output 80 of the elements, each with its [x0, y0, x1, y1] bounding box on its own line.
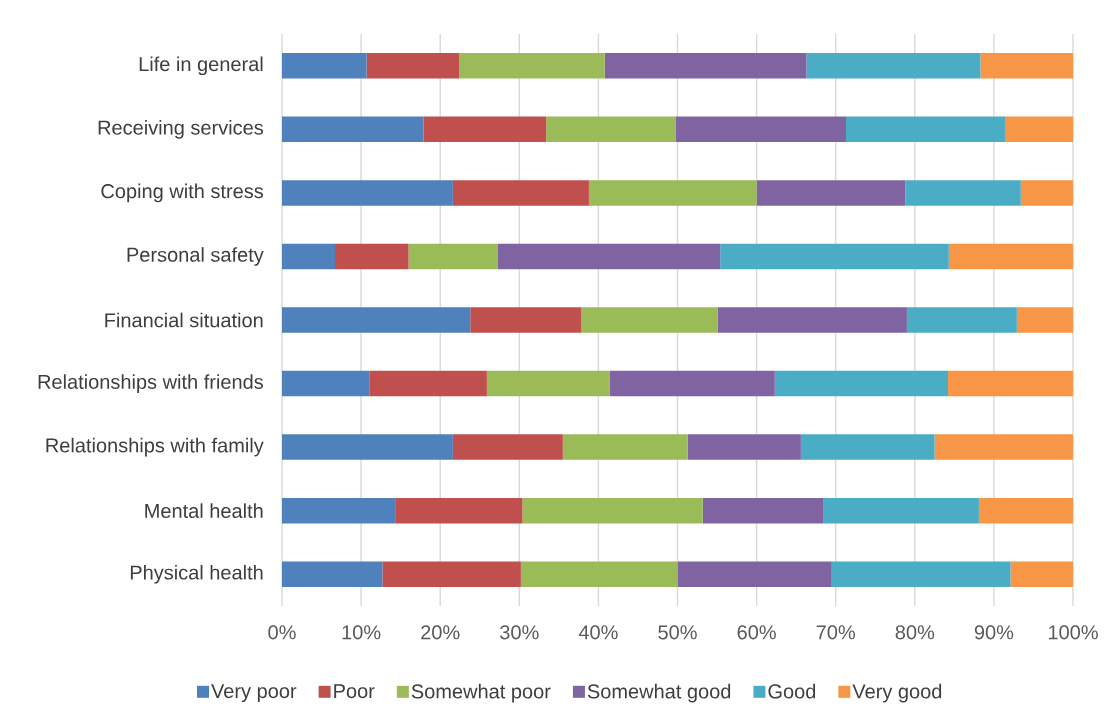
bar	[978, 497, 1074, 524]
y-tick-label: Relationships with family	[46, 437, 264, 457]
bar	[282, 307, 471, 333]
bar	[717, 307, 907, 333]
bar	[1010, 561, 1074, 587]
bar	[1016, 307, 1074, 333]
bar	[497, 243, 721, 270]
bar	[282, 497, 396, 524]
y-tick-label: Life in general	[139, 56, 263, 76]
y-tick-label: Receiving services	[98, 120, 264, 139]
bar	[702, 497, 824, 524]
x-tick-label: 90%	[974, 625, 1014, 640]
x-tick-label: 10%	[342, 625, 381, 640]
bar	[423, 116, 547, 143]
bar	[470, 307, 581, 333]
bar	[459, 53, 605, 79]
x-tick-label: 80%	[895, 625, 935, 640]
bar	[720, 243, 949, 270]
bar	[282, 561, 383, 587]
bar	[934, 434, 1074, 460]
y-tick-label: Relationships with friends	[38, 374, 264, 393]
bar	[486, 370, 610, 397]
bar	[588, 180, 757, 206]
bar	[905, 180, 1021, 206]
legend-label: Poor	[334, 684, 375, 699]
bar	[522, 497, 703, 524]
bar	[948, 243, 1074, 270]
bar	[980, 53, 1074, 79]
y-tick-label: Personal safety	[127, 247, 264, 266]
bar	[562, 434, 688, 460]
y-tick-label: Mental health	[145, 503, 263, 519]
bar	[282, 243, 335, 270]
x-tick-label: 40%	[578, 625, 618, 640]
bar	[282, 370, 370, 397]
legend-label: Somewhat poor	[411, 683, 551, 703]
x-tick-label: 50%	[658, 625, 697, 640]
bar	[282, 180, 453, 206]
bar	[609, 370, 775, 397]
bar	[948, 370, 1074, 397]
x-tick-label: 0%	[268, 625, 296, 640]
bar	[774, 370, 949, 397]
x-tick-label: 70%	[816, 625, 856, 640]
bar	[335, 243, 409, 270]
bar	[382, 561, 521, 587]
legend-label: Very good	[852, 683, 942, 703]
bar	[581, 307, 718, 333]
bar	[282, 53, 367, 79]
x-tick-label: 100%	[1048, 625, 1098, 640]
bar	[675, 116, 846, 143]
bar	[366, 53, 460, 79]
bar	[546, 116, 676, 143]
bar	[408, 243, 498, 270]
x-tick-label: 20%	[421, 625, 460, 640]
bar	[845, 116, 1005, 143]
bar	[452, 434, 563, 460]
bar	[687, 434, 801, 460]
y-tick-label: Physical health	[130, 564, 263, 584]
bar	[604, 53, 807, 79]
x-tick-label: 30%	[500, 625, 539, 640]
bar	[282, 434, 453, 460]
bar	[1004, 116, 1074, 143]
legend-label: Very poor	[211, 684, 297, 703]
y-tick-label: Financial situation	[105, 312, 263, 328]
bar	[452, 180, 589, 206]
bar	[831, 561, 1011, 587]
legend-label: Good	[768, 683, 816, 699]
legend-label: Somewhat good	[587, 683, 731, 703]
bar	[823, 497, 979, 524]
bar	[520, 561, 678, 587]
bar	[906, 307, 1017, 333]
bar	[1020, 180, 1074, 206]
bar	[369, 370, 487, 397]
x-tick-label: 60%	[737, 625, 776, 640]
y-tick-label: Coping with stress	[101, 183, 264, 203]
bar	[756, 180, 906, 206]
bar	[800, 434, 935, 460]
bar	[282, 116, 424, 143]
bar	[677, 561, 832, 587]
bar	[395, 497, 523, 524]
bar	[806, 53, 981, 79]
